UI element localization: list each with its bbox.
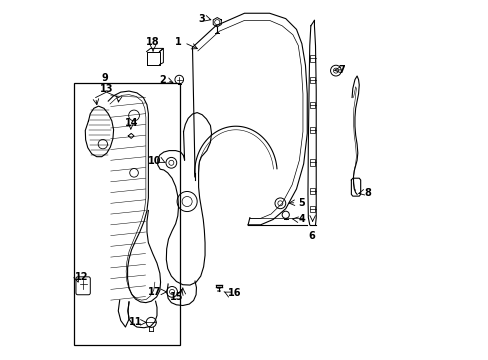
Text: 13: 13 xyxy=(100,84,113,94)
Text: 16: 16 xyxy=(228,288,242,298)
Bar xyxy=(309,206,314,212)
Text: 7: 7 xyxy=(338,64,344,75)
Text: 1: 1 xyxy=(175,37,182,47)
Text: 9: 9 xyxy=(101,73,107,83)
Bar xyxy=(309,159,314,166)
Text: 3: 3 xyxy=(198,14,204,24)
Text: 11: 11 xyxy=(128,318,142,327)
Bar xyxy=(309,127,314,134)
Bar xyxy=(309,188,314,194)
Bar xyxy=(309,77,314,83)
Text: 10: 10 xyxy=(147,156,161,166)
Text: 12: 12 xyxy=(75,272,88,282)
Bar xyxy=(74,83,180,345)
Text: 15: 15 xyxy=(169,292,183,302)
Text: 5: 5 xyxy=(298,198,305,208)
Text: 6: 6 xyxy=(308,231,315,241)
Text: 18: 18 xyxy=(146,37,160,47)
Text: 4: 4 xyxy=(298,215,305,224)
Text: 2: 2 xyxy=(159,75,165,85)
Text: 14: 14 xyxy=(124,118,138,128)
Bar xyxy=(309,102,314,108)
Bar xyxy=(309,55,314,62)
Text: 17: 17 xyxy=(147,287,161,297)
Text: 8: 8 xyxy=(364,188,371,198)
